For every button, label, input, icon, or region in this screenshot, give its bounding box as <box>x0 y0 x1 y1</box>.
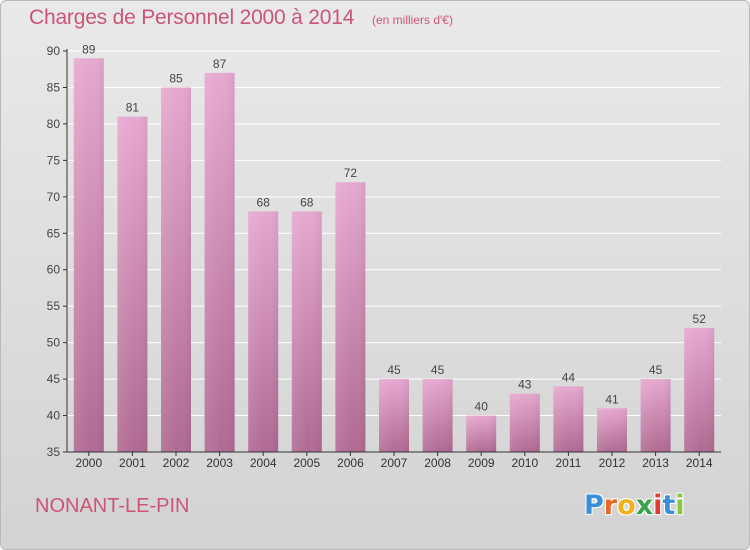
y-tick-label: 55 <box>47 299 61 313</box>
chart-subtitle: (en milliers d'€) <box>372 13 453 27</box>
bar-shade <box>204 72 235 452</box>
bar-value-label: 41 <box>605 392 619 406</box>
x-tick-label: 2013 <box>642 456 669 470</box>
logo-letter: o <box>617 490 636 521</box>
x-tick-label: 2014 <box>686 456 713 470</box>
bar-shade <box>553 386 584 452</box>
bar-shade <box>291 211 322 452</box>
x-tick-label: 2008 <box>424 456 451 470</box>
bar-value-label: 68 <box>300 195 314 209</box>
y-tick-label: 75 <box>47 153 61 167</box>
logo-letter: i <box>653 490 663 521</box>
x-tick-label: 2005 <box>293 456 320 470</box>
bar-shade <box>335 182 366 452</box>
logo-letter: i <box>675 490 685 521</box>
bar-value-label: 45 <box>431 363 445 377</box>
bar-value-label: 52 <box>693 312 707 326</box>
bar-shade <box>597 408 627 452</box>
logo-letter: x <box>635 490 654 521</box>
bar-shade <box>161 87 191 453</box>
labels: 89 2000 81 2001 85 2002 87 2003 68 2004 68 2005 72 20… <box>75 42 712 470</box>
x-tick-label: 2007 <box>381 456 408 470</box>
proxiti-logo: Proxiti <box>584 490 685 521</box>
axes: 35 40 45 50 55 60 65 70 75 80 85 90 <box>47 44 721 459</box>
bar-shade <box>73 58 104 453</box>
bar-shade <box>509 393 540 452</box>
x-tick-label: 2010 <box>511 456 538 470</box>
commune-name: NONANT-LE-PIN <box>35 495 190 517</box>
bar-value-label: 81 <box>126 101 140 115</box>
bar-shade <box>466 415 497 452</box>
y-tick-label: 60 <box>47 263 61 277</box>
bar-shade <box>379 379 409 452</box>
x-tick-label: 2003 <box>206 456 233 470</box>
bar-value-label: 44 <box>562 370 576 384</box>
logo-letter: P <box>584 490 604 521</box>
bar-value-label: 85 <box>169 71 183 85</box>
x-tick-label: 2012 <box>599 456 626 470</box>
x-tick-label: 2011 <box>555 456 581 470</box>
bar-shade <box>117 116 148 453</box>
y-tick-label: 65 <box>47 226 61 240</box>
x-tick-label: 2009 <box>468 456 495 470</box>
bar-shade <box>422 379 453 452</box>
y-tick-label: 90 <box>47 44 61 58</box>
chart-title: Charges de Personnel 2000 à 2014 <box>29 6 355 29</box>
logo-letter: r <box>603 490 618 521</box>
bar-value-label: 43 <box>518 378 532 392</box>
bar-value-label: 40 <box>475 400 489 414</box>
y-tick-label: 35 <box>47 445 61 459</box>
bar-value-label: 45 <box>649 363 663 377</box>
bar-shade <box>640 379 671 452</box>
x-tick-label: 2002 <box>163 456 190 470</box>
y-tick-label: 45 <box>47 372 61 386</box>
bar-value-label: 89 <box>82 42 96 56</box>
y-tick-label: 40 <box>47 409 61 423</box>
x-tick-label: 2004 <box>250 456 277 470</box>
x-tick-label: 2001 <box>119 456 146 470</box>
x-tick-label: 2006 <box>337 456 364 470</box>
bar-value-label: 45 <box>387 363 401 377</box>
x-tick-label: 2000 <box>75 456 102 470</box>
y-tick-label: 70 <box>47 190 61 204</box>
bar-value-label: 72 <box>344 166 358 180</box>
y-tick-label: 85 <box>47 80 61 94</box>
bar-shade <box>248 211 279 452</box>
bars <box>73 58 715 453</box>
bar-value-label: 87 <box>213 57 227 71</box>
bar-shade <box>684 328 715 452</box>
y-tick-label: 80 <box>47 117 61 131</box>
y-tick-label: 50 <box>47 336 61 350</box>
bar-value-label: 68 <box>257 195 271 209</box>
logo-letter: t <box>662 490 676 521</box>
